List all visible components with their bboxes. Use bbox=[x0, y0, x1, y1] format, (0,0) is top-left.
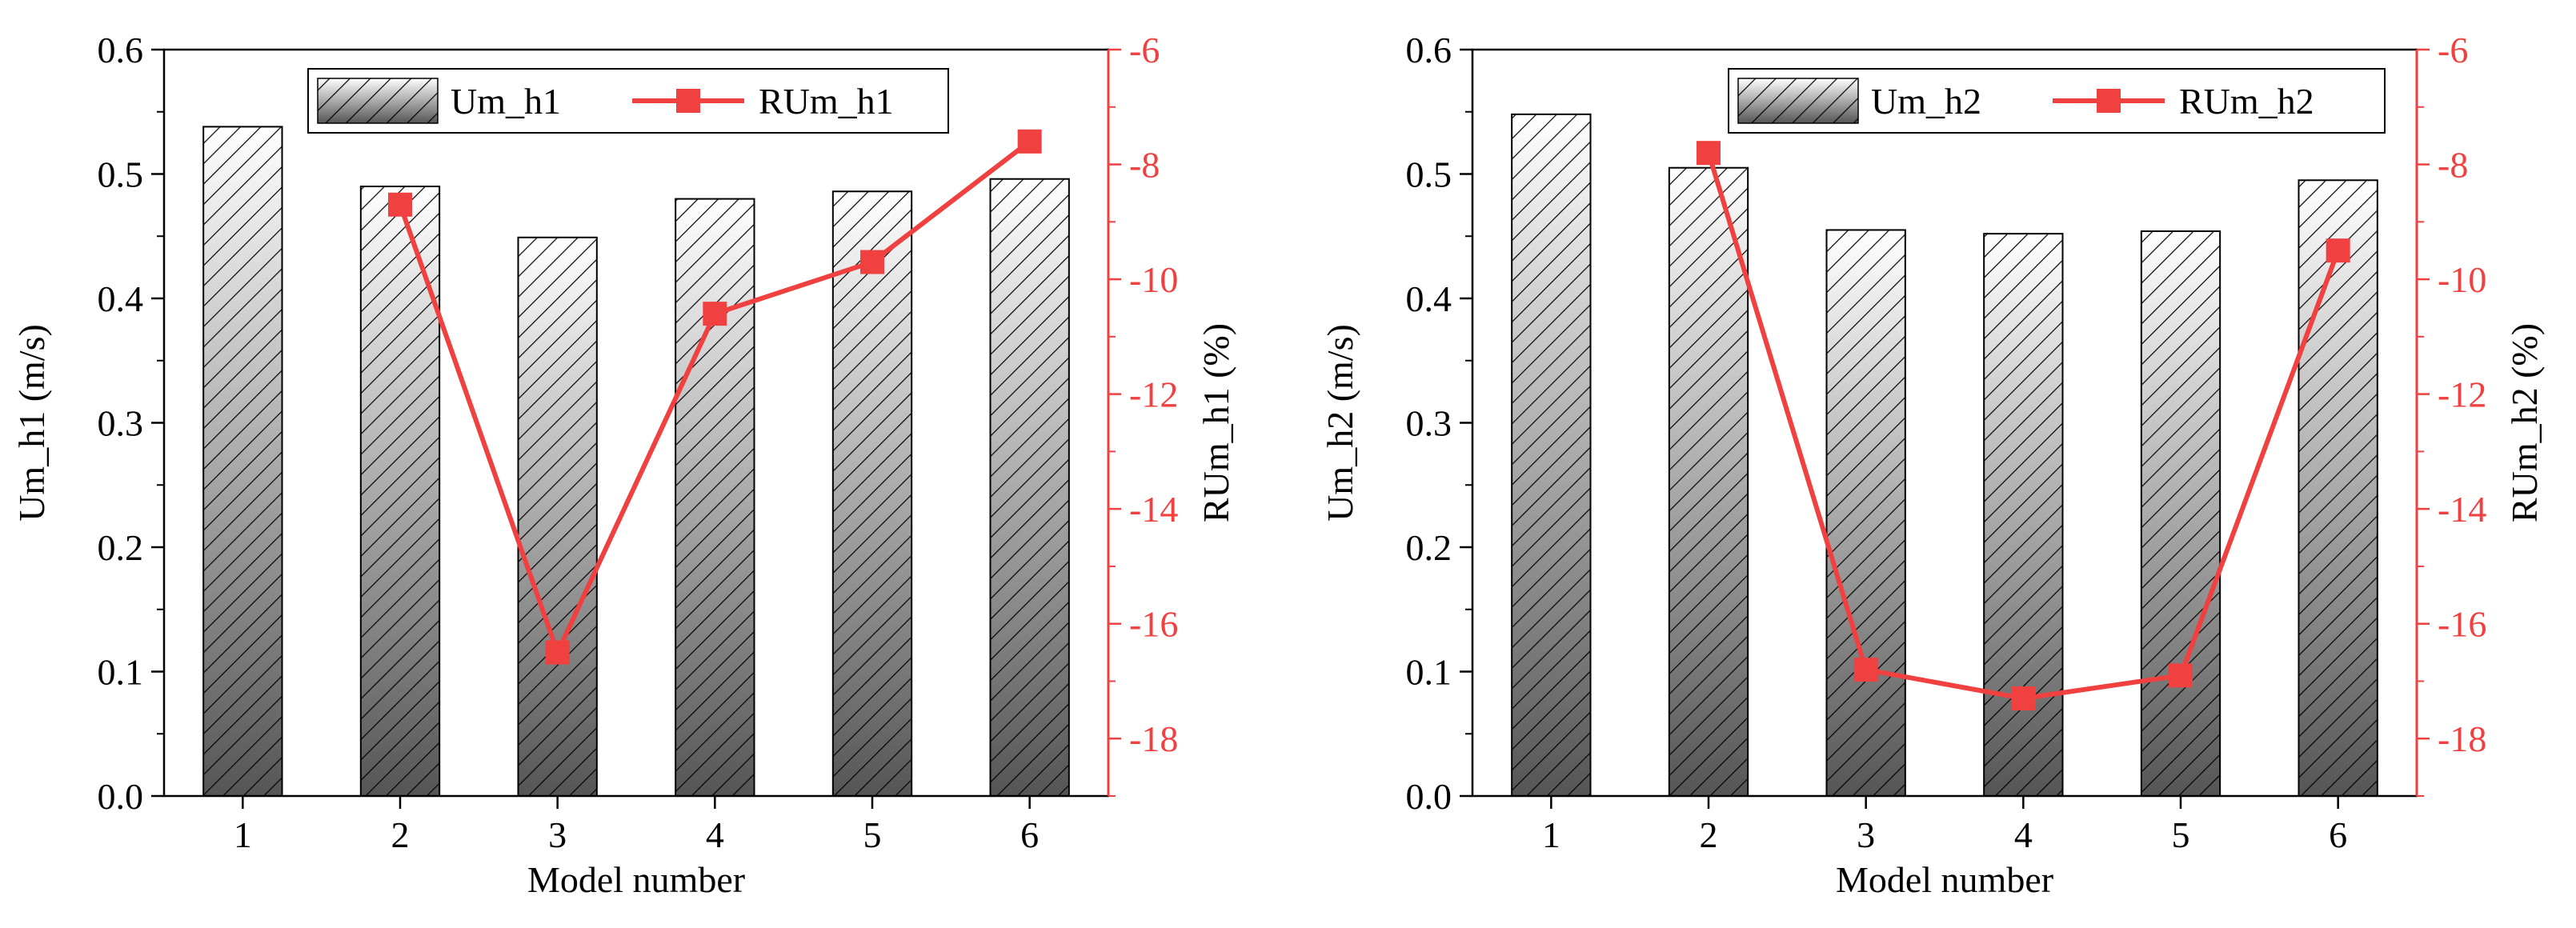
chart-left-right-y-axis-label: RUm_h1 (%) bbox=[1196, 323, 1236, 522]
y-tick-label: 0.0 bbox=[98, 776, 144, 817]
x-tick-label: 5 bbox=[2172, 814, 2190, 855]
bar-hatch bbox=[1984, 234, 2063, 796]
line-point bbox=[2169, 663, 2193, 688]
x-tick-label: 3 bbox=[1857, 814, 1875, 855]
right-y-tick-label: -18 bbox=[2438, 718, 2486, 759]
legend-line-label: RUm_h1 bbox=[759, 81, 894, 122]
legend-line-marker bbox=[676, 89, 700, 113]
right-y-tick-label: -12 bbox=[1129, 374, 1178, 415]
chart-left-plot-frame bbox=[162, 48, 1110, 798]
x-tick-label: 1 bbox=[234, 814, 252, 855]
bar-hatch bbox=[2298, 180, 2378, 796]
bar-hatch bbox=[832, 191, 912, 796]
right-y-tick-label: -16 bbox=[1129, 604, 1178, 645]
y-tick-label: 0.6 bbox=[1406, 30, 1452, 70]
y-tick-label: 0.5 bbox=[1406, 154, 1452, 195]
right-y-tick-label: -6 bbox=[2438, 30, 2468, 70]
legend-bar-hatch bbox=[1738, 78, 1858, 123]
bar-hatch bbox=[675, 198, 755, 797]
y-tick-label: 0.1 bbox=[1406, 652, 1452, 693]
chart-left-x-ticks: 1 2 3 4 5 6 bbox=[234, 796, 1039, 855]
bar-hatch bbox=[1512, 114, 1591, 797]
right-y-tick-label: -14 bbox=[1129, 489, 1178, 530]
right-y-tick-label: -10 bbox=[2438, 259, 2486, 300]
y-tick-label: 0.3 bbox=[98, 403, 144, 444]
bar-hatch bbox=[2141, 231, 2221, 796]
chart-left-marks bbox=[202, 126, 1070, 798]
legend-line-marker bbox=[2097, 89, 2121, 113]
right-y-tick-label: -14 bbox=[2438, 489, 2486, 530]
chart-left-left-y-axis-label: Um_h1 (m/s) bbox=[11, 324, 52, 522]
x-tick-label: 1 bbox=[1542, 814, 1560, 855]
y-tick-label: 0.3 bbox=[1406, 403, 1452, 444]
chart-right-x-axis-label: Model number bbox=[1836, 859, 2053, 900]
right-y-tick-label: -8 bbox=[1129, 145, 1160, 186]
line-point bbox=[2011, 686, 2036, 710]
line-point bbox=[1853, 658, 1878, 682]
y-tick-label: 0.0 bbox=[1406, 776, 1452, 817]
chart-left-right-y-ticks: -6 -8 -10 -12 -14 -16 -18 bbox=[1108, 30, 1178, 797]
bar-hatch bbox=[518, 237, 597, 796]
x-tick-label: 3 bbox=[548, 814, 567, 855]
legend-line-label: RUm_h2 bbox=[2179, 81, 2314, 122]
chart-right-x-ticks: 1 2 3 4 5 6 bbox=[1542, 796, 2347, 855]
y-tick-label: 0.4 bbox=[98, 278, 144, 319]
x-tick-label: 2 bbox=[391, 814, 410, 855]
right-y-tick-label: -12 bbox=[2438, 374, 2486, 415]
chart-right-marks bbox=[1511, 113, 2378, 798]
right-y-tick-label: -18 bbox=[1129, 718, 1178, 759]
y-tick-label: 0.5 bbox=[98, 154, 144, 195]
right-y-tick-label: -10 bbox=[1129, 259, 1178, 300]
bar-hatch bbox=[1826, 230, 1905, 797]
chart-right-right-y-axis-label: RUm_h2 (%) bbox=[2504, 323, 2545, 522]
chart-right-left-y-ticks: 0.0 0.1 0.2 0.3 0.4 0.5 0.6 bbox=[1406, 30, 1472, 817]
right-y-tick-label: -8 bbox=[2438, 145, 2468, 186]
chart-left-legend: Um_h1 RUm_h1 bbox=[307, 68, 949, 134]
line-point bbox=[703, 302, 727, 326]
y-tick-label: 0.1 bbox=[98, 652, 144, 693]
x-tick-label: 4 bbox=[2014, 814, 2033, 855]
y-tick-label: 0.6 bbox=[98, 30, 144, 70]
chart-right-right-y-ticks: -6 -8 -10 -12 -14 -16 -18 bbox=[2417, 30, 2486, 797]
bar-hatch bbox=[360, 186, 440, 797]
bar-hatch bbox=[203, 126, 282, 796]
line-point bbox=[545, 640, 570, 665]
x-tick-label: 2 bbox=[1700, 814, 1718, 855]
right-y-tick-label: -16 bbox=[2438, 604, 2486, 645]
chart-left-x-axis-label: Model number bbox=[527, 859, 745, 900]
line-point bbox=[2326, 238, 2350, 263]
chart-right-legend: Um_h2 RUm_h2 bbox=[1728, 68, 2386, 134]
x-tick-label: 6 bbox=[2329, 814, 2347, 855]
x-tick-label: 4 bbox=[706, 814, 724, 855]
right-y-tick-label: -6 bbox=[1129, 30, 1160, 70]
chart-left-left-y-ticks: 0.0 0.1 0.2 0.3 0.4 0.5 0.6 bbox=[98, 30, 164, 817]
y-tick-label: 0.2 bbox=[98, 527, 144, 568]
bar-hatch bbox=[990, 178, 1069, 797]
y-tick-label: 0.4 bbox=[1406, 278, 1452, 319]
chart-right-left-y-axis-label: Um_h2 (m/s) bbox=[1320, 324, 1360, 522]
x-tick-label: 5 bbox=[863, 814, 882, 855]
line-point bbox=[1697, 141, 1721, 166]
x-tick-label: 6 bbox=[1020, 814, 1039, 855]
line-point bbox=[860, 250, 884, 274]
y-tick-label: 0.2 bbox=[1406, 527, 1452, 568]
legend-bar-label: Um_h2 bbox=[1871, 81, 1981, 122]
line-point bbox=[1017, 129, 1042, 154]
line-point bbox=[388, 192, 412, 217]
bar-hatch bbox=[1669, 167, 1749, 797]
legend-bar-label: Um_h1 bbox=[451, 81, 561, 122]
legend-bar-hatch bbox=[318, 78, 438, 123]
